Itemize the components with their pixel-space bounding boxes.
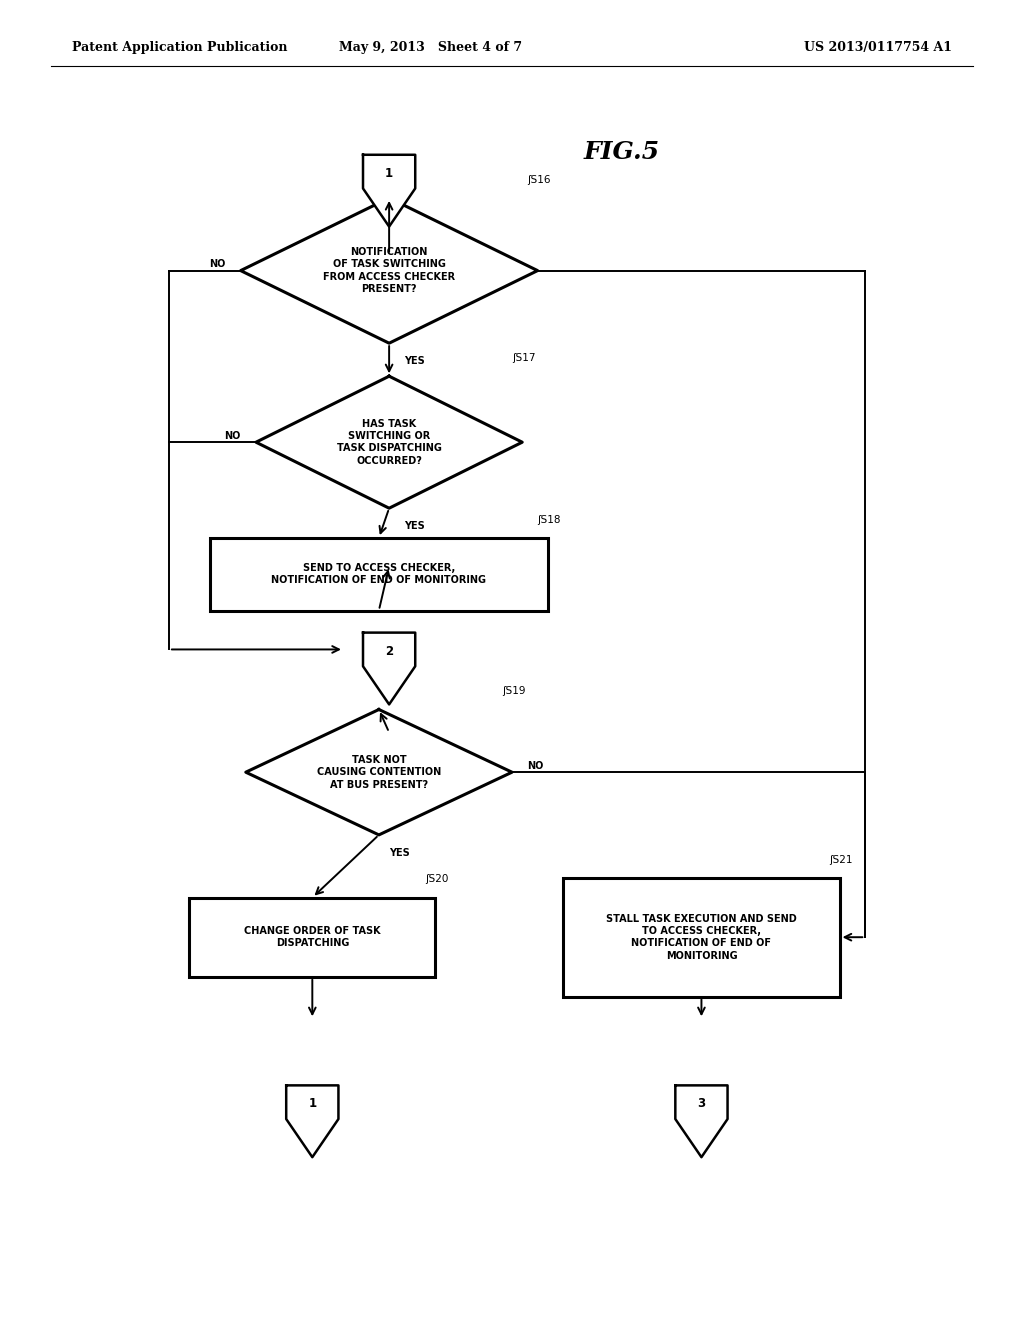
Text: HAS TASK
SWITCHING OR
TASK DISPATCHING
OCCURRED?: HAS TASK SWITCHING OR TASK DISPATCHING O… [337,418,441,466]
Text: US 2013/0117754 A1: US 2013/0117754 A1 [804,41,952,54]
Text: May 9, 2013   Sheet 4 of 7: May 9, 2013 Sheet 4 of 7 [339,41,521,54]
Text: YES: YES [404,521,425,532]
Text: ʃS16: ʃS16 [527,174,551,185]
Polygon shape [241,198,538,343]
Text: ʃS17: ʃS17 [512,352,536,363]
FancyBboxPatch shape [189,898,435,977]
Text: 1: 1 [308,1097,316,1110]
FancyBboxPatch shape [563,878,840,997]
Text: NOTIFICATION
OF TASK SWITCHING
FROM ACCESS CHECKER
PRESENT?: NOTIFICATION OF TASK SWITCHING FROM ACCE… [323,247,456,294]
Text: 2: 2 [385,644,393,657]
Text: Patent Application Publication: Patent Application Publication [72,41,287,54]
Text: YES: YES [404,356,425,367]
Polygon shape [676,1085,727,1158]
Text: CHANGE ORDER OF TASK
DISPATCHING: CHANGE ORDER OF TASK DISPATCHING [244,927,381,948]
Text: TASK NOT
CAUSING CONTENTION
AT BUS PRESENT?: TASK NOT CAUSING CONTENTION AT BUS PRESE… [316,755,441,789]
Polygon shape [362,632,416,705]
Text: NO: NO [527,760,544,771]
Text: SEND TO ACCESS CHECKER,
NOTIFICATION OF END OF MONITORING: SEND TO ACCESS CHECKER, NOTIFICATION OF … [271,564,486,585]
Text: 1: 1 [385,166,393,180]
Text: FIG.5: FIG.5 [584,140,659,164]
Polygon shape [286,1085,338,1158]
Text: NO: NO [209,259,225,269]
Text: ʃS21: ʃS21 [829,854,853,865]
Text: ʃS19: ʃS19 [502,686,525,697]
Polygon shape [256,376,522,508]
Text: YES: YES [389,849,410,858]
Text: ʃS18: ʃS18 [538,515,561,525]
Text: ʃS20: ʃS20 [425,874,449,884]
Text: 3: 3 [697,1097,706,1110]
Polygon shape [362,154,416,227]
Text: NO: NO [224,430,241,441]
Polygon shape [246,710,512,836]
FancyBboxPatch shape [210,539,548,610]
Text: STALL TASK EXECUTION AND SEND
TO ACCESS CHECKER,
NOTIFICATION OF END OF
MONITORI: STALL TASK EXECUTION AND SEND TO ACCESS … [606,913,797,961]
